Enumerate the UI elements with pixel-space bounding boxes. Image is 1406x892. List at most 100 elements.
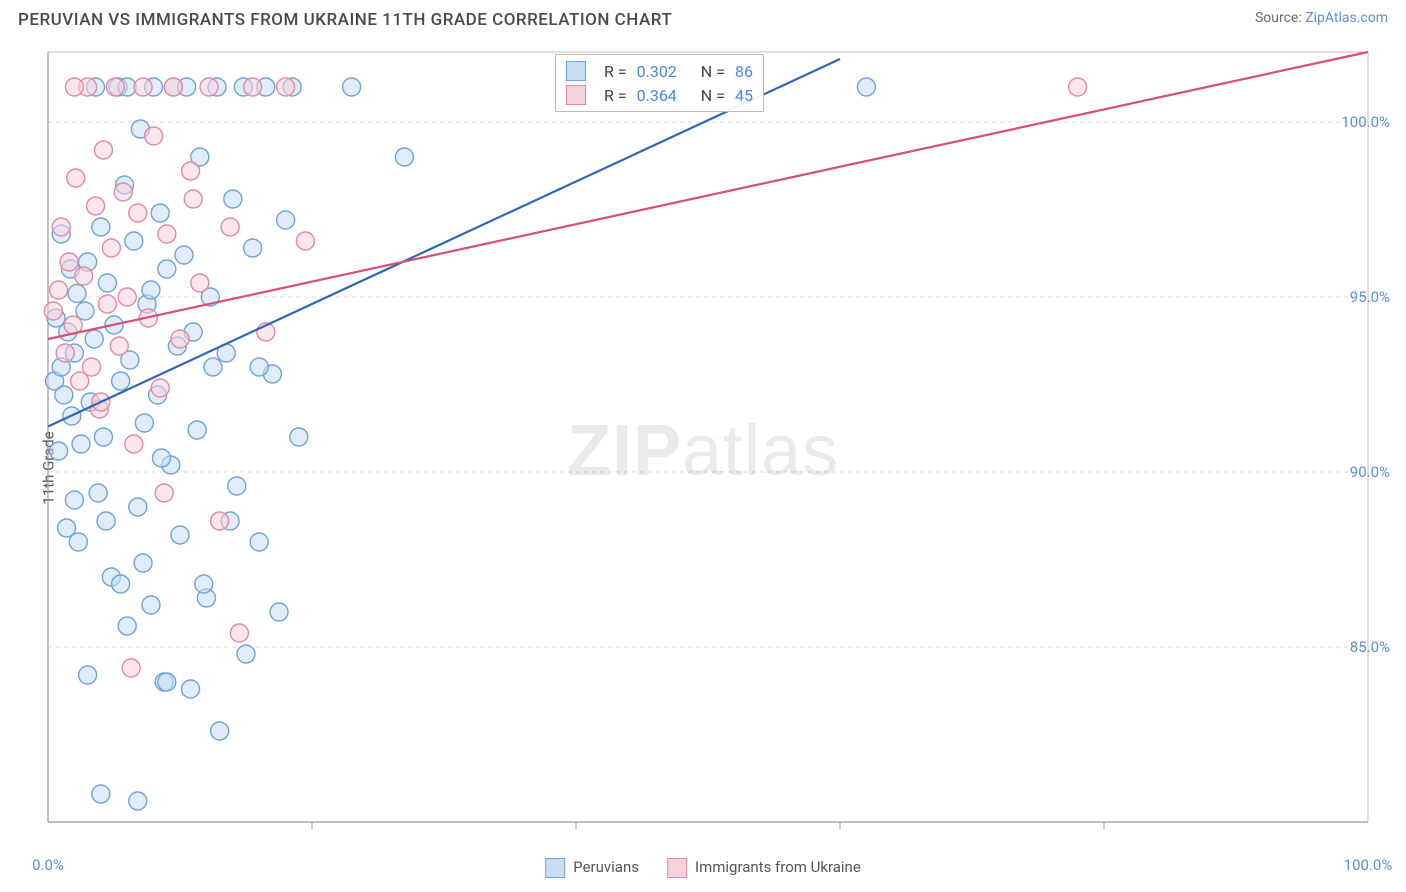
legend-item: Peruvians: [545, 858, 639, 878]
source-link[interactable]: ZipAtlas.com: [1305, 10, 1388, 26]
data-point: [224, 190, 242, 208]
data-point: [135, 414, 153, 432]
data-point: [56, 344, 74, 362]
data-point: [158, 225, 176, 243]
y-tick-label: 90.0%: [1350, 463, 1390, 481]
data-point: [184, 190, 202, 208]
y-tick-label: 85.0%: [1350, 638, 1390, 656]
data-point: [50, 281, 68, 299]
data-point: [92, 785, 110, 803]
data-point: [158, 260, 176, 278]
data-point: [182, 680, 200, 698]
data-point: [211, 722, 229, 740]
data-point: [118, 288, 136, 306]
data-point: [106, 78, 124, 96]
data-point: [195, 575, 213, 593]
data-point: [85, 330, 103, 348]
data-point: [145, 127, 163, 145]
data-point: [244, 239, 262, 257]
data-point: [230, 624, 248, 642]
data-point: [250, 358, 268, 376]
data-point: [129, 204, 147, 222]
legend-swatch: [545, 858, 565, 878]
data-point: [79, 666, 97, 684]
data-point: [153, 449, 171, 467]
legend-swatch: [667, 858, 687, 878]
data-point: [50, 442, 68, 460]
data-point: [182, 162, 200, 180]
data-point: [191, 274, 209, 292]
data-point: [134, 554, 152, 572]
data-point: [89, 484, 107, 502]
data-point: [175, 246, 193, 264]
data-point: [112, 575, 130, 593]
data-point: [65, 78, 83, 96]
stats-row: R = 0.364 N = 45: [566, 83, 753, 107]
data-point: [98, 274, 116, 292]
stats-row: R = 0.302 N = 86: [566, 59, 753, 83]
data-point: [112, 372, 130, 390]
data-point: [155, 484, 173, 502]
data-point: [142, 281, 160, 299]
x-tick-label: 0.0%: [32, 856, 64, 874]
data-point: [125, 232, 143, 250]
data-point: [221, 218, 239, 236]
data-point: [151, 204, 169, 222]
correlation-stats-box: R = 0.302 N = 86 R = 0.364 N = 45: [555, 54, 764, 112]
data-point: [204, 358, 222, 376]
data-point: [114, 183, 132, 201]
legend-item: Immigrants from Ukraine: [667, 858, 861, 878]
x-tick-label: 100.0%: [1344, 856, 1393, 874]
data-point: [97, 512, 115, 530]
data-point: [69, 533, 87, 551]
scatter-plot: [0, 44, 1406, 892]
data-point: [277, 78, 295, 96]
data-point: [1069, 78, 1087, 96]
data-point: [395, 148, 413, 166]
y-tick-label: 100.0%: [1341, 113, 1390, 131]
chart-area: 11th Grade ZIPatlas 85.0%90.0%95.0%100.0…: [0, 44, 1406, 892]
legend-swatch: [566, 61, 586, 81]
data-point: [211, 512, 229, 530]
data-point: [164, 78, 182, 96]
data-point: [244, 78, 262, 96]
chart-title: PERUVIAN VS IMMIGRANTS FROM UKRAINE 11TH…: [18, 10, 672, 30]
data-point: [55, 386, 73, 404]
data-point: [188, 421, 206, 439]
data-point: [270, 603, 288, 621]
data-point: [250, 533, 268, 551]
data-point: [343, 78, 361, 96]
data-point: [129, 498, 147, 516]
data-point: [68, 285, 86, 303]
data-point: [134, 78, 152, 96]
data-point: [67, 169, 85, 187]
data-point: [290, 428, 308, 446]
data-point: [296, 232, 314, 250]
data-point: [158, 673, 176, 691]
data-point: [75, 267, 93, 285]
data-point: [200, 78, 218, 96]
data-point: [92, 218, 110, 236]
data-point: [857, 78, 875, 96]
y-tick-label: 95.0%: [1350, 288, 1390, 306]
legend-swatch: [566, 85, 586, 105]
data-point: [237, 645, 255, 663]
data-point: [94, 141, 112, 159]
data-point: [118, 617, 136, 635]
data-point: [122, 659, 140, 677]
bottom-legend: Peruvians Immigrants from Ukraine: [545, 858, 861, 878]
data-point: [65, 491, 83, 509]
data-point: [125, 435, 143, 453]
data-point: [171, 330, 189, 348]
data-point: [83, 358, 101, 376]
data-point: [142, 596, 160, 614]
data-point: [110, 337, 128, 355]
data-point: [129, 792, 147, 810]
data-point: [277, 211, 295, 229]
data-point: [44, 302, 62, 320]
data-point: [52, 218, 70, 236]
data-point: [151, 379, 169, 397]
data-point: [60, 253, 78, 271]
data-point: [102, 239, 120, 257]
data-point: [98, 295, 116, 313]
